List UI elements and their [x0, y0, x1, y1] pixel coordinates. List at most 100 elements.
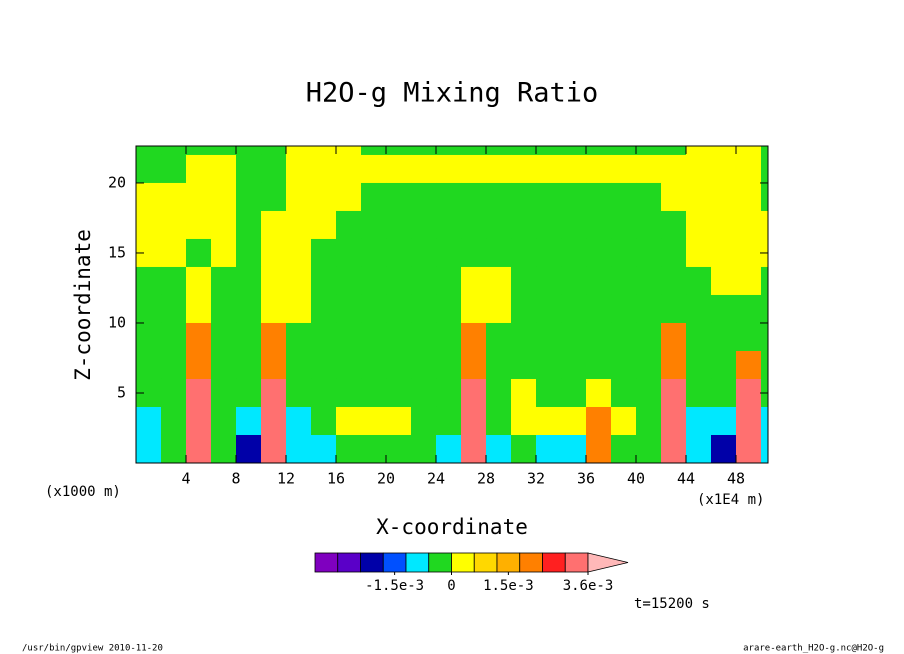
contour-cell	[311, 146, 337, 156]
contour-cell	[161, 350, 187, 380]
contour-cell	[336, 182, 362, 212]
contour-cell	[636, 154, 662, 184]
contour-cell	[536, 350, 562, 380]
contour-cell	[536, 146, 562, 156]
contour-cell	[511, 238, 537, 268]
contour-cell	[411, 210, 437, 240]
contour-cell	[561, 146, 587, 156]
contour-cell	[136, 154, 162, 184]
contour-cell	[636, 266, 662, 296]
contour-cell	[336, 154, 362, 184]
contour-cell	[361, 294, 387, 324]
contour-cell	[636, 378, 662, 408]
contour-cell	[411, 406, 437, 436]
contour-cell	[661, 434, 687, 464]
contour-cell	[211, 350, 237, 380]
contour-cell	[161, 378, 187, 408]
contour-cell	[311, 434, 337, 464]
contour-cell	[211, 434, 237, 464]
contour-cell	[236, 210, 262, 240]
contour-cell	[361, 378, 387, 408]
contour-cell	[311, 294, 337, 324]
contour-cell	[286, 378, 312, 408]
contour-cell	[586, 210, 612, 240]
contour-cell	[486, 146, 512, 156]
contour-cell	[236, 154, 262, 184]
contour-cell	[686, 406, 712, 436]
contour-cell	[536, 294, 562, 324]
contour-cell	[186, 146, 212, 156]
contour-cell	[586, 434, 612, 464]
contour-cell	[736, 146, 762, 156]
contour-cell	[736, 322, 762, 352]
contour-cell	[611, 146, 637, 156]
contour-cell	[561, 294, 587, 324]
contour-cell	[186, 406, 212, 436]
footer-left: /usr/bin/gpview 2010-11-20	[22, 644, 163, 654]
contour-cell	[486, 266, 512, 296]
colorbar-extend	[587, 552, 629, 573]
contour-cell	[136, 434, 162, 464]
contour-cell	[336, 378, 362, 408]
contour-cell	[311, 406, 337, 436]
contour-cell	[461, 266, 487, 296]
contour-cell	[636, 294, 662, 324]
contour-cell	[211, 210, 237, 240]
contour-cell	[136, 146, 162, 156]
contour-cell	[461, 294, 487, 324]
contour-cell	[536, 378, 562, 408]
contour-cell	[661, 322, 687, 352]
contour-cell	[261, 322, 287, 352]
contour-cell	[461, 350, 487, 380]
contour-cell	[236, 322, 262, 352]
contour-cell	[311, 210, 337, 240]
colorbar-box	[382, 552, 407, 573]
contour-cell	[661, 350, 687, 380]
contour-cell	[736, 434, 762, 464]
contour-cell	[261, 210, 287, 240]
contour-cell	[686, 182, 712, 212]
contour-cell	[761, 146, 769, 156]
contour-cell	[261, 154, 287, 184]
contour-cell	[386, 434, 412, 464]
contour-cell	[736, 210, 762, 240]
contour-cell	[286, 294, 312, 324]
contour-cell	[736, 266, 762, 296]
contour-cell	[211, 146, 237, 156]
contour-cell	[161, 322, 187, 352]
contour-cell	[386, 154, 412, 184]
contour-cell	[361, 146, 387, 156]
contour-cell	[186, 350, 212, 380]
contour-cell	[186, 294, 212, 324]
contour-cell	[411, 182, 437, 212]
x-tick-label: 40	[627, 470, 645, 488]
contour-cell	[486, 210, 512, 240]
x-tick-label: 24	[427, 470, 445, 488]
colorbar-tick-label: 0	[447, 578, 455, 594]
y-tick-label: 20	[108, 173, 126, 191]
contour-cell	[511, 182, 537, 212]
contour-cell	[386, 406, 412, 436]
contour-cell	[436, 350, 462, 380]
contour-cell	[136, 182, 162, 212]
contour-cell	[636, 406, 662, 436]
colorbar-tick-label: 1.5e-3	[483, 578, 534, 594]
contour-cell	[261, 406, 287, 436]
contour-cell	[211, 238, 237, 268]
contour-cell	[461, 434, 487, 464]
contour-cell	[561, 434, 587, 464]
contour-cell	[511, 146, 537, 156]
contour-cell	[186, 210, 212, 240]
contour-cell	[586, 146, 612, 156]
colorbar-tick-label: -1.5e-3	[365, 578, 424, 594]
y-tick-label: 15	[108, 243, 126, 261]
contour-cell	[611, 322, 637, 352]
contour-cell	[611, 294, 637, 324]
contour-cell	[686, 434, 712, 464]
contour-cell	[311, 350, 337, 380]
contour-cell	[261, 294, 287, 324]
contour-cell	[661, 406, 687, 436]
contour-cell	[286, 434, 312, 464]
contour-cell	[711, 182, 737, 212]
contour-cell	[661, 294, 687, 324]
